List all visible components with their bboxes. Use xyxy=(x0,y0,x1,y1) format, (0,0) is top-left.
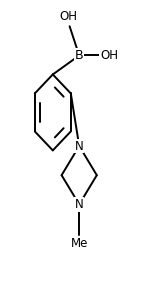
Text: N: N xyxy=(75,198,84,211)
Text: Me: Me xyxy=(71,237,88,250)
Text: N: N xyxy=(75,140,84,152)
Text: B: B xyxy=(75,49,84,62)
Text: OH: OH xyxy=(100,49,118,62)
Text: OH: OH xyxy=(60,10,78,23)
